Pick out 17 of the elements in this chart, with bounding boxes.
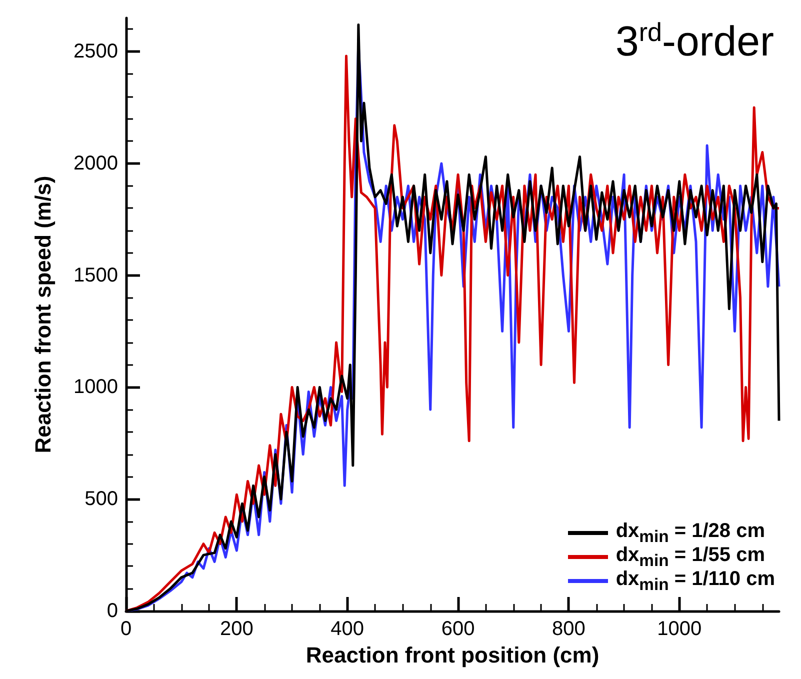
x-tick-label: 400 bbox=[330, 618, 364, 640]
legend-label: dx$_{min}$ = 1/110 cm bbox=[616, 568, 775, 594]
y-axis-title: Reaction front speed (m/s) bbox=[30, 176, 56, 454]
x-axis-title: Reaction front position (cm) bbox=[306, 642, 600, 668]
y-tick-label: 0 bbox=[106, 600, 118, 622]
x-tick-label: 200 bbox=[220, 618, 254, 640]
y-tick-label: 2500 bbox=[74, 40, 118, 63]
x-tick-label: 0 bbox=[120, 618, 132, 640]
y-tick-label: 1500 bbox=[74, 264, 118, 286]
y-tick-label: 1000 bbox=[74, 376, 118, 398]
x-tick-label: 800 bbox=[552, 618, 586, 640]
legend-label: dx$_{min}$ = 1/28 cm bbox=[616, 520, 765, 546]
x-tick-label: 600 bbox=[441, 618, 475, 640]
y-tick-label: 500 bbox=[84, 488, 118, 510]
x-tick-label: 1000 bbox=[657, 618, 702, 640]
y-tick-label: 2000 bbox=[74, 152, 118, 174]
legend-label: dx$_{min}$ = 1/55 cm bbox=[616, 544, 765, 570]
